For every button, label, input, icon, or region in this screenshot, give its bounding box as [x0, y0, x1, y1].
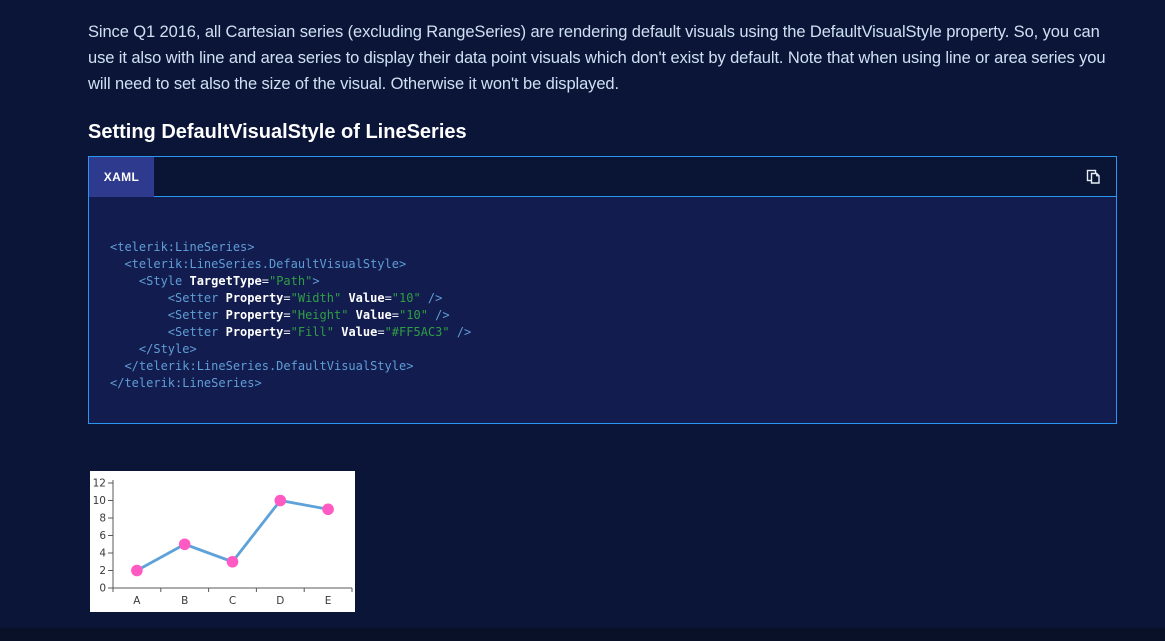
- footer-strip: [0, 628, 1165, 641]
- section-heading: Setting DefaultVisualStyle of LineSeries: [88, 121, 467, 143]
- code-content: <telerik:LineSeries> <telerik:LineSeries…: [110, 240, 472, 390]
- svg-text:E: E: [325, 595, 332, 607]
- code-tabstrip: XAML: [89, 157, 1116, 197]
- svg-text:2: 2: [99, 565, 106, 577]
- svg-text:C: C: [229, 595, 236, 607]
- code-block: XAML <telerik:LineSeries> <telerik:LineS…: [88, 156, 1117, 424]
- svg-text:12: 12: [93, 478, 106, 490]
- svg-text:4: 4: [99, 548, 106, 560]
- line-chart: 0 2 4 6 8 10 12 A B C D E: [90, 471, 355, 612]
- svg-text:8: 8: [99, 513, 106, 525]
- svg-text:A: A: [133, 595, 141, 607]
- copy-button[interactable]: [1081, 165, 1105, 189]
- intro-paragraph: Since Q1 2016, all Cartesian series (exc…: [88, 23, 1106, 93]
- svg-text:D: D: [276, 595, 284, 607]
- svg-text:6: 6: [99, 530, 106, 542]
- svg-text:0: 0: [99, 583, 106, 595]
- copy-icon: [1084, 168, 1102, 186]
- svg-text:10: 10: [93, 495, 106, 507]
- svg-text:B: B: [181, 595, 188, 607]
- tab-xaml[interactable]: XAML: [89, 157, 154, 197]
